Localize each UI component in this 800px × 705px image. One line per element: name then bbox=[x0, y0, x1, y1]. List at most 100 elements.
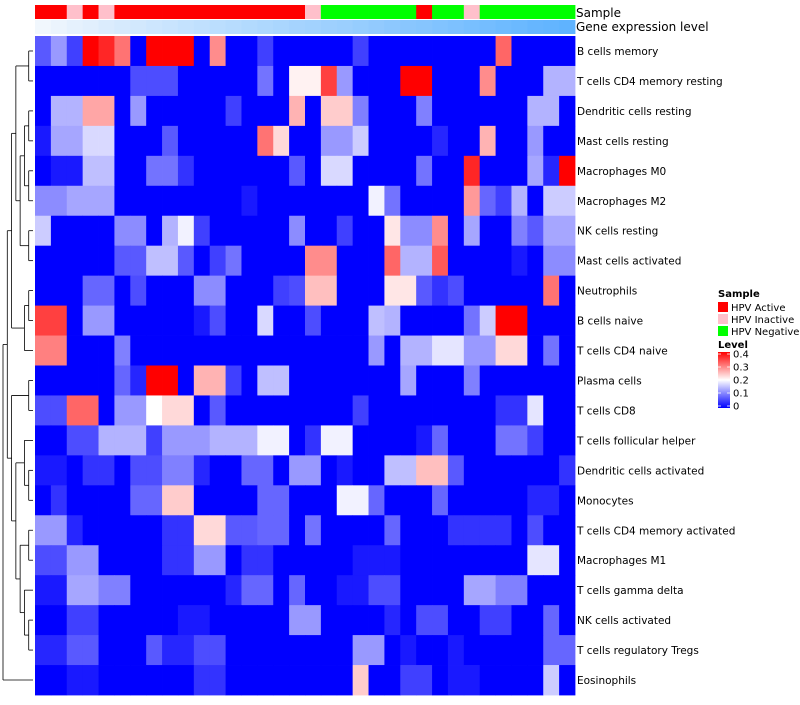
heatmap-cell bbox=[193, 425, 211, 456]
heatmap-cell bbox=[495, 65, 512, 97]
heatmap-cell bbox=[495, 425, 512, 456]
heatmap-cell bbox=[368, 245, 385, 277]
heatmap-cell bbox=[98, 665, 115, 696]
sample-annotation-cell bbox=[368, 5, 385, 19]
heatmap-cell bbox=[209, 485, 226, 516]
heatmap-cell bbox=[82, 545, 99, 576]
heatmap-cell bbox=[193, 275, 211, 306]
heatmap-cell bbox=[305, 365, 322, 396]
heatmap-cell bbox=[352, 275, 369, 306]
heatmap-cell bbox=[98, 335, 115, 366]
heatmap-cell bbox=[368, 215, 385, 247]
heatmap-cell bbox=[352, 665, 369, 696]
heatmap-cell bbox=[543, 95, 560, 127]
heatmap-cell bbox=[193, 545, 211, 576]
heatmap-cell bbox=[162, 665, 179, 696]
heatmap-cell bbox=[114, 185, 131, 217]
heatmap-cell bbox=[463, 545, 481, 576]
heatmap-cell bbox=[209, 95, 226, 127]
heatmap-cell bbox=[177, 365, 195, 396]
heatmap-cell bbox=[400, 335, 417, 366]
heatmap-cell bbox=[416, 395, 433, 426]
heatmap-cell bbox=[257, 65, 274, 97]
heatmap-cell bbox=[432, 155, 449, 187]
heatmap-cell bbox=[352, 455, 369, 486]
heatmap-cell bbox=[162, 395, 179, 426]
heatmap-cell bbox=[177, 455, 195, 486]
heatmap-cell bbox=[289, 395, 306, 426]
heatmap-cell bbox=[336, 515, 354, 546]
sample-annotation-cell bbox=[447, 5, 465, 19]
heatmap-cell bbox=[35, 575, 52, 606]
heatmap-cell bbox=[384, 65, 401, 97]
heatmap-cell bbox=[511, 485, 528, 516]
heatmap-cell bbox=[98, 275, 115, 306]
heatmap-cell bbox=[177, 575, 195, 606]
heatmap-cell bbox=[400, 425, 417, 456]
heatmap-cell bbox=[50, 455, 68, 486]
heatmap-cell bbox=[130, 605, 147, 636]
heatmap-cell bbox=[209, 605, 226, 636]
sample-legend-label: HPV Active bbox=[731, 303, 786, 314]
level-legend-title: Level bbox=[718, 340, 748, 351]
heatmap-cell bbox=[257, 245, 274, 277]
sample-annotation-label: Sample bbox=[576, 6, 621, 20]
heatmap-cell bbox=[416, 485, 433, 516]
heatmap-cell bbox=[50, 65, 68, 97]
heatmap-cell bbox=[559, 605, 576, 636]
heatmap-cell bbox=[273, 215, 290, 247]
heatmap-cell bbox=[543, 36, 560, 67]
heatmap-cell bbox=[336, 335, 354, 366]
heatmap-cell bbox=[384, 395, 401, 426]
heatmap-grid bbox=[35, 36, 576, 696]
heatmap-cell bbox=[368, 95, 385, 127]
heatmap-cell bbox=[447, 305, 465, 336]
heatmap-cell bbox=[543, 575, 560, 606]
heatmap-cell bbox=[193, 365, 211, 396]
heatmap-cell bbox=[305, 515, 322, 546]
heatmap-cell bbox=[98, 455, 115, 486]
heatmap-cell bbox=[162, 36, 179, 67]
heatmap-cell bbox=[130, 36, 147, 67]
heatmap-cell bbox=[447, 185, 465, 217]
heatmap-cell bbox=[559, 275, 576, 306]
heatmap-cell bbox=[257, 125, 274, 157]
heatmap-cell bbox=[320, 395, 338, 426]
heatmap-cell bbox=[66, 275, 84, 306]
heatmap-cell bbox=[241, 575, 258, 606]
heatmap-cell bbox=[177, 425, 195, 456]
heatmap-cell bbox=[495, 305, 512, 336]
heatmap-cell bbox=[511, 185, 528, 217]
heatmap-cell bbox=[384, 635, 401, 666]
heatmap-cell bbox=[543, 515, 560, 546]
heatmap-cell bbox=[98, 545, 115, 576]
heatmap-cell bbox=[273, 665, 290, 696]
heatmap-cell bbox=[527, 365, 544, 396]
heatmap-cell bbox=[511, 365, 528, 396]
heatmap-cell bbox=[273, 395, 290, 426]
heatmap-cell bbox=[384, 36, 401, 67]
heatmap-cell bbox=[511, 575, 528, 606]
heatmap-cell bbox=[289, 485, 306, 516]
sample-annotation-cell bbox=[177, 5, 195, 19]
heatmap-cell bbox=[305, 215, 322, 247]
heatmap-cell bbox=[400, 665, 417, 696]
heatmap-cell bbox=[193, 36, 211, 67]
heatmap-cell bbox=[146, 665, 163, 696]
heatmap-cell bbox=[162, 245, 179, 277]
sample-annotation-cell bbox=[305, 5, 322, 19]
row-label: Plasma cells bbox=[577, 375, 642, 387]
heatmap-cell bbox=[527, 65, 544, 97]
heatmap-cell bbox=[273, 305, 290, 336]
heatmap-cell bbox=[559, 575, 576, 606]
heatmap-cell bbox=[35, 545, 52, 576]
heatmap-cell bbox=[447, 335, 465, 366]
heatmap-cell bbox=[50, 125, 68, 157]
heatmap-cell bbox=[511, 635, 528, 666]
heatmap-cell bbox=[320, 185, 338, 217]
heatmap-cell bbox=[463, 275, 481, 306]
heatmap-cell bbox=[50, 665, 68, 696]
heatmap-cell bbox=[241, 485, 258, 516]
heatmap-cell bbox=[273, 155, 290, 187]
heatmap-cell bbox=[50, 605, 68, 636]
